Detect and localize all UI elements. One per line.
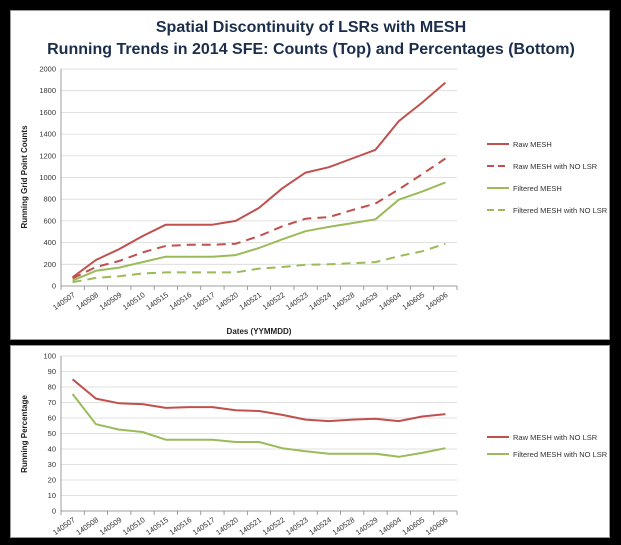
x-tick-label: 140524 — [307, 515, 333, 537]
x-tick-label: 140515 — [144, 290, 170, 312]
y-tick-label: 10 — [48, 491, 56, 500]
x-tick-label: 140516 — [168, 515, 194, 537]
x-tick-label: 140507 — [51, 290, 77, 312]
y-tick-label: 60 — [48, 414, 56, 423]
x-tick-label: 140524 — [307, 290, 333, 312]
series-line-2 — [72, 157, 446, 280]
y-tick-label: 80 — [48, 383, 56, 392]
series-line-1 — [71, 378, 446, 423]
y-tick-label: 100 — [43, 352, 56, 361]
top-chart-panel: Spatial Discontinuity of LSRs with MESH R… — [10, 10, 610, 340]
x-tick-label: 140521 — [237, 515, 263, 537]
y-tick-label: 1000 — [39, 173, 56, 182]
x-tick-label: 140523 — [284, 515, 310, 537]
x-axis-title: Dates (YYMMDD) — [227, 327, 292, 336]
x-tick-label: 140605 — [401, 290, 427, 312]
legend-label-2: Filtered MESH with NO LSR — [513, 450, 608, 459]
x-tick-label: 140606 — [424, 290, 450, 312]
y-tick-label: 0 — [52, 507, 56, 516]
series-line-2 — [71, 393, 446, 458]
y-tick-label: 0 — [52, 282, 56, 291]
x-tick-label: 140507 — [51, 515, 77, 537]
x-tick-label: 140509 — [98, 515, 124, 537]
y-axis-title: Running Grid Point Counts — [20, 125, 29, 229]
y-tick-label: 600 — [43, 216, 56, 225]
x-tick-label: 140604 — [377, 290, 403, 312]
bottom-chart-panel: 0 10 20 30 40 50 60 70 80 90 100 140507 140508 140509… — [10, 345, 610, 538]
legend-label-2: Raw MESH with NO LSR — [513, 162, 598, 171]
chart-title-line-2: Running Trends in 2014 SFE: Counts (Top)… — [47, 41, 575, 58]
x-tick-label: 140517 — [191, 515, 217, 537]
x-tick-label: 140510 — [121, 515, 147, 537]
y-tick-label: 90 — [48, 367, 56, 376]
x-tick-label: 140515 — [144, 515, 170, 537]
x-tick-label: 140605 — [401, 515, 427, 537]
legend-label-3: Filtered MESH — [513, 184, 562, 193]
y-tick-label: 800 — [43, 195, 56, 204]
y-axis-title: Running Percentage — [20, 395, 29, 473]
x-tick-label: 140529 — [354, 515, 380, 537]
chart-title-line-1: Spatial Discontinuity of LSRs with MESH — [156, 19, 466, 36]
y-tick-label: 200 — [43, 260, 56, 269]
x-tick-label: 140508 — [74, 290, 100, 312]
x-tick-label: 140529 — [354, 290, 380, 312]
x-tick-label: 140510 — [121, 290, 147, 312]
x-tick-label: 140520 — [214, 515, 240, 537]
counts-line-chart: Spatial Discontinuity of LSRs with MESH R… — [20, 19, 608, 336]
y-tick-label: 30 — [48, 460, 56, 469]
x-tick-label: 140522 — [261, 515, 287, 537]
y-tick-label: 1400 — [39, 130, 56, 139]
series-line-1 — [72, 81, 447, 279]
x-tick-label: 140521 — [237, 290, 263, 312]
y-tick-label: 1600 — [39, 108, 56, 117]
y-tick-label: 1800 — [39, 86, 56, 95]
y-tick-label: 50 — [48, 429, 56, 438]
percentage-line-chart: 0 10 20 30 40 50 60 70 80 90 100 140507140508140509… — [20, 352, 608, 537]
x-tick-label: 140604 — [377, 515, 403, 537]
x-tick-label: 140528 — [331, 515, 357, 537]
y-tick-label: 2000 — [39, 65, 56, 74]
x-tick-label: 140523 — [284, 290, 310, 312]
x-tick-label: 140528 — [331, 290, 357, 312]
legend-label-1: Raw MESH with NO LSR — [513, 433, 598, 442]
x-tick-label: 140516 — [168, 290, 194, 312]
y-tick-label: 20 — [48, 476, 56, 485]
y-tick-label: 400 — [43, 238, 56, 247]
x-tick-label: 140522 — [261, 290, 287, 312]
x-tick-label: 140509 — [98, 290, 124, 312]
legend-label-4: Filtered MESH with NO LSR — [513, 206, 608, 215]
x-tick-label: 140508 — [74, 515, 100, 537]
y-tick-label: 1200 — [39, 151, 56, 160]
x-tick-label: 140606 — [424, 515, 450, 537]
series-line-3 — [72, 181, 446, 282]
x-tick-label: 140517 — [191, 290, 217, 312]
y-tick-label: 40 — [48, 445, 56, 454]
y-tick-label: 70 — [48, 398, 56, 407]
series-line-4 — [72, 242, 446, 284]
legend-label-1: Raw MESH — [513, 140, 552, 149]
x-tick-label: 140520 — [214, 290, 240, 312]
